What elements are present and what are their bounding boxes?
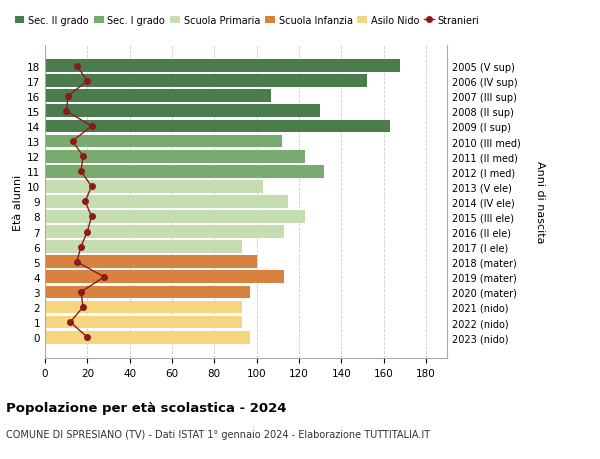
Bar [45, 60, 400, 73]
Bar [45, 180, 263, 193]
Bar [45, 75, 367, 88]
Bar [45, 286, 250, 299]
Legend: Sec. II grado, Sec. I grado, Scuola Primaria, Scuola Infanzia, Asilo Nido, Stran: Sec. II grado, Sec. I grado, Scuola Prim… [11, 12, 484, 29]
Bar [45, 105, 320, 118]
Bar [45, 241, 242, 253]
Bar [45, 331, 250, 344]
Bar [45, 301, 242, 314]
Bar [45, 211, 305, 224]
Y-axis label: Età alunni: Età alunni [13, 174, 23, 230]
Bar [45, 271, 284, 284]
Bar [45, 256, 257, 269]
Bar [45, 165, 324, 178]
Bar [45, 120, 390, 133]
Bar [45, 316, 242, 329]
Bar [45, 90, 271, 103]
Bar [45, 226, 284, 239]
Bar [45, 196, 289, 208]
Y-axis label: Anni di nascita: Anni di nascita [535, 161, 545, 243]
Text: Popolazione per età scolastica - 2024: Popolazione per età scolastica - 2024 [6, 402, 287, 414]
Bar [45, 135, 282, 148]
Text: COMUNE DI SPRESIANO (TV) - Dati ISTAT 1° gennaio 2024 - Elaborazione TUTTITALIA.: COMUNE DI SPRESIANO (TV) - Dati ISTAT 1°… [6, 429, 430, 439]
Bar [45, 151, 305, 163]
